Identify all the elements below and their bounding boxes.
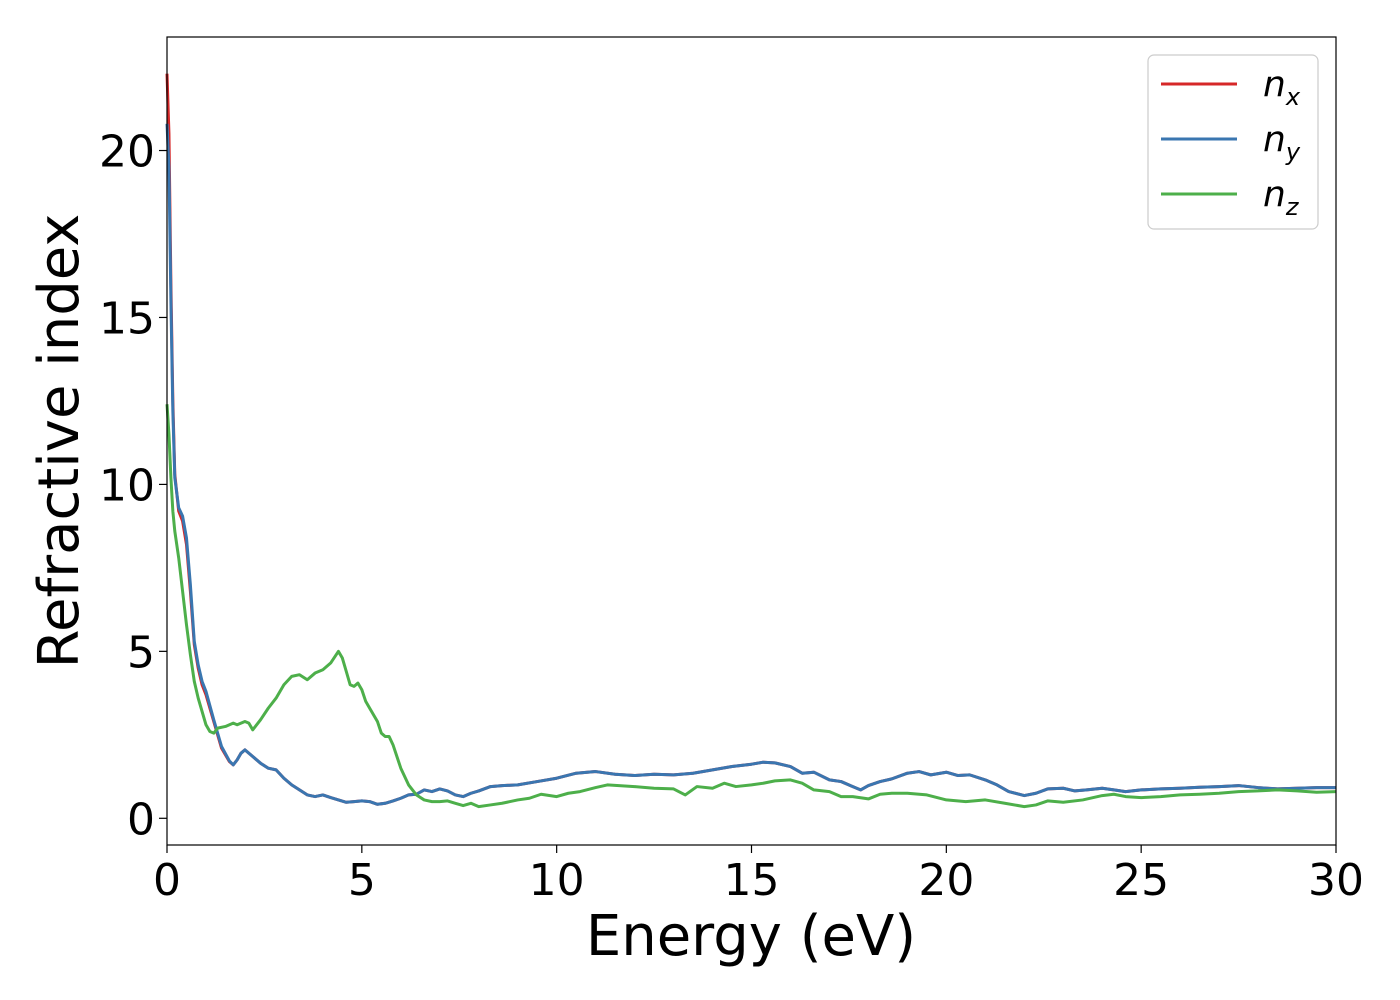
legend-items: nx ny nz <box>1161 64 1301 221</box>
y-tick-label: 10 <box>99 460 155 511</box>
series-line-nz <box>165 404 1337 809</box>
x-tick-label: 15 <box>724 855 780 906</box>
x-tick-label: 30 <box>1308 855 1364 906</box>
series-layer <box>165 73 1337 809</box>
series-line-ny <box>165 123 1336 806</box>
x-tick-label: 5 <box>348 855 376 906</box>
y-tick-label: 20 <box>99 127 155 178</box>
legend-label-nx: nx <box>1263 64 1301 111</box>
y-tick-label: 0 <box>127 794 155 845</box>
legend: nx ny nz <box>1147 54 1319 230</box>
x-tick-label: 10 <box>529 855 585 906</box>
x-tick-label: 20 <box>918 855 974 906</box>
y-axis-label: Refractive index <box>27 214 92 669</box>
legend-box <box>1147 54 1319 230</box>
x-axis-ticks: 0 5 10 15 20 25 30 <box>153 845 1364 906</box>
y-tick-label: 5 <box>127 627 155 678</box>
y-axis-ticks: 0 5 10 15 20 <box>99 127 167 845</box>
x-tick-label: 25 <box>1113 855 1169 906</box>
y-tick-label: 15 <box>99 293 155 344</box>
x-tick-label: 0 <box>153 855 181 906</box>
plot-area <box>167 37 1336 845</box>
legend-label-ny: ny <box>1263 119 1301 166</box>
x-axis-label: Energy (eV) <box>586 904 916 969</box>
legend-label-nz: nz <box>1263 174 1300 221</box>
